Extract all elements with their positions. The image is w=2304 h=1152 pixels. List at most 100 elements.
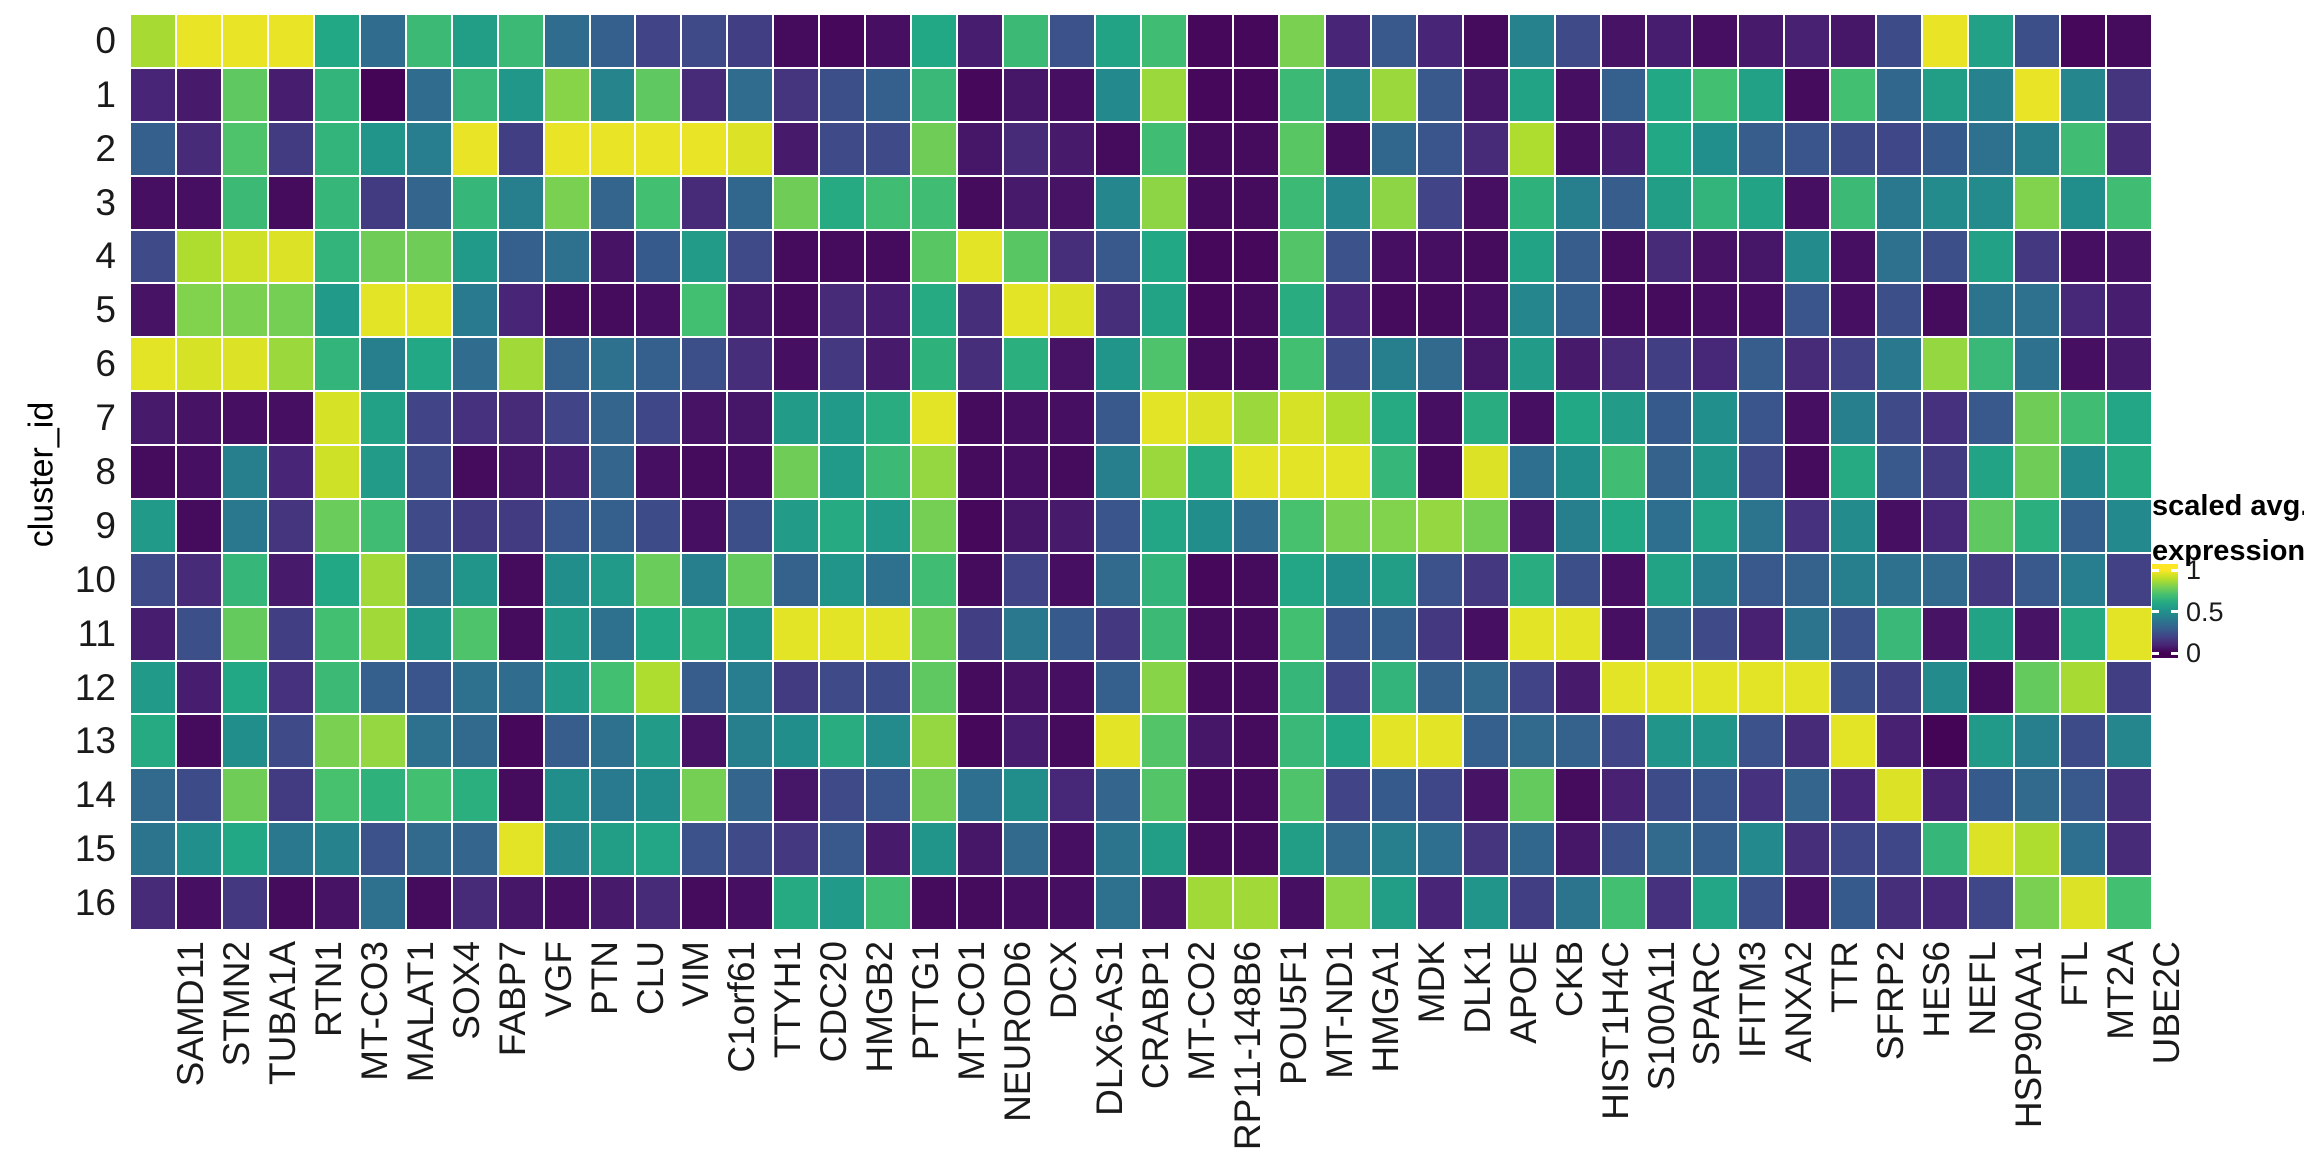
x-tick-label: STMN2 xyxy=(215,941,257,1067)
heatmap-cell xyxy=(1969,122,2014,175)
heatmap-cell xyxy=(1187,661,1232,714)
heatmap-cell xyxy=(820,823,865,876)
heatmap-cell xyxy=(1785,823,1830,876)
y-tick-label: 7 xyxy=(95,397,116,439)
legend-tick-label: 0 xyxy=(2186,638,2202,669)
heatmap-cell xyxy=(958,823,1003,876)
heatmap-cell xyxy=(1325,122,1370,175)
heatmap-cell xyxy=(590,715,635,768)
heatmap-cell xyxy=(1463,68,1508,121)
heatmap-cell xyxy=(176,230,221,283)
heatmap-cell xyxy=(1693,122,1738,175)
heatmap-cell xyxy=(1877,230,1922,283)
heatmap-cell xyxy=(2061,769,2106,822)
heatmap-cell xyxy=(406,715,451,768)
heatmap-cell xyxy=(1279,446,1324,498)
heatmap-cell xyxy=(636,661,681,714)
heatmap-cell xyxy=(636,68,681,121)
heatmap-cell xyxy=(1004,338,1049,391)
heatmap-cell xyxy=(2061,338,2106,391)
heatmap-cell xyxy=(1371,823,1416,876)
heatmap-cell xyxy=(1463,446,1508,498)
heatmap-cell xyxy=(2107,68,2151,121)
heatmap-cell xyxy=(728,15,773,67)
heatmap-cell xyxy=(176,715,221,768)
heatmap-cell xyxy=(2015,823,2060,876)
heatmap-cell xyxy=(1877,823,1922,876)
heatmap-cell xyxy=(1141,68,1186,121)
heatmap-cell xyxy=(2015,715,2060,768)
x-tick-label: MT-CO2 xyxy=(1180,941,1222,1081)
y-tick-label: 8 xyxy=(95,451,116,492)
heatmap-cell xyxy=(498,15,543,67)
heatmap-cell xyxy=(682,553,727,606)
heatmap-cell xyxy=(1647,176,1692,229)
heatmap-cell xyxy=(682,176,727,229)
heatmap-cell xyxy=(1463,15,1508,67)
heatmap-cell xyxy=(912,823,957,876)
heatmap-cell xyxy=(176,15,221,67)
heatmap-cell xyxy=(590,338,635,391)
x-tick-label: HMGA1 xyxy=(1364,941,1406,1073)
x-tick-label: MALAT1 xyxy=(399,941,441,1083)
legend-tick-label: 1 xyxy=(2186,555,2202,586)
heatmap-cell xyxy=(1050,877,1095,929)
heatmap-cell xyxy=(1371,15,1416,67)
heatmap-cell xyxy=(222,176,267,229)
y-tick-label: 10 xyxy=(74,558,116,600)
legend-tick-mark xyxy=(2171,651,2178,655)
heatmap-cell xyxy=(268,68,313,121)
heatmap-cell xyxy=(1004,553,1049,606)
heatmap-cell xyxy=(1141,15,1186,67)
heatmap-cell xyxy=(452,230,497,283)
heatmap-cell xyxy=(1739,499,1784,552)
heatmap-cell xyxy=(2061,715,2106,768)
heatmap-cell xyxy=(958,877,1003,929)
heatmap-cell xyxy=(1417,661,1462,714)
x-tick-label: PTN xyxy=(583,941,625,1015)
heatmap-cell xyxy=(1647,823,1692,876)
heatmap-cell xyxy=(406,15,451,67)
heatmap-cell xyxy=(2107,607,2151,660)
heatmap-cell xyxy=(1417,15,1462,67)
heatmap-cell xyxy=(636,284,681,337)
heatmap-cell xyxy=(774,176,819,229)
heatmap-cell xyxy=(176,607,221,660)
heatmap-cell xyxy=(1785,661,1830,714)
heatmap-cell xyxy=(176,446,221,498)
heatmap-cell xyxy=(1601,661,1646,714)
heatmap-cell xyxy=(1417,122,1462,175)
heatmap-cell xyxy=(774,15,819,67)
heatmap-cell xyxy=(1601,284,1646,337)
heatmap-cell xyxy=(1555,284,1600,337)
heatmap-cell xyxy=(314,769,359,822)
heatmap-cell xyxy=(1096,661,1140,714)
heatmap-cell xyxy=(1739,176,1784,229)
heatmap-cell xyxy=(1279,230,1324,283)
heatmap-cell xyxy=(912,877,957,929)
heatmap-cell xyxy=(1096,446,1140,498)
heatmap-cell xyxy=(820,661,865,714)
x-tick-label: VGF xyxy=(537,941,579,1018)
heatmap-cell xyxy=(222,338,267,391)
x-tick-label: PTTG1 xyxy=(905,941,947,1061)
heatmap-cell xyxy=(176,392,221,445)
heatmap-cell xyxy=(590,284,635,337)
heatmap-cell xyxy=(1187,877,1232,929)
heatmap-cell xyxy=(1050,769,1095,822)
heatmap-cell xyxy=(1693,284,1738,337)
heatmap-cell xyxy=(544,446,589,498)
x-tick-label: RP11-148B6 xyxy=(1226,941,1268,1151)
heatmap-cell xyxy=(1877,877,1922,929)
heatmap-cell xyxy=(958,607,1003,660)
heatmap-cell xyxy=(1877,715,1922,768)
heatmap-cell xyxy=(498,661,543,714)
heatmap-cell xyxy=(176,877,221,929)
heatmap-cell xyxy=(1096,230,1140,283)
heatmap-cell xyxy=(1371,176,1416,229)
heatmap-cell xyxy=(268,15,313,67)
heatmap-cell xyxy=(1831,68,1876,121)
x-tick-label: HIST1H4C xyxy=(1594,941,1636,1120)
heatmap-cell xyxy=(1233,499,1278,552)
heatmap-cell xyxy=(1969,553,2014,606)
